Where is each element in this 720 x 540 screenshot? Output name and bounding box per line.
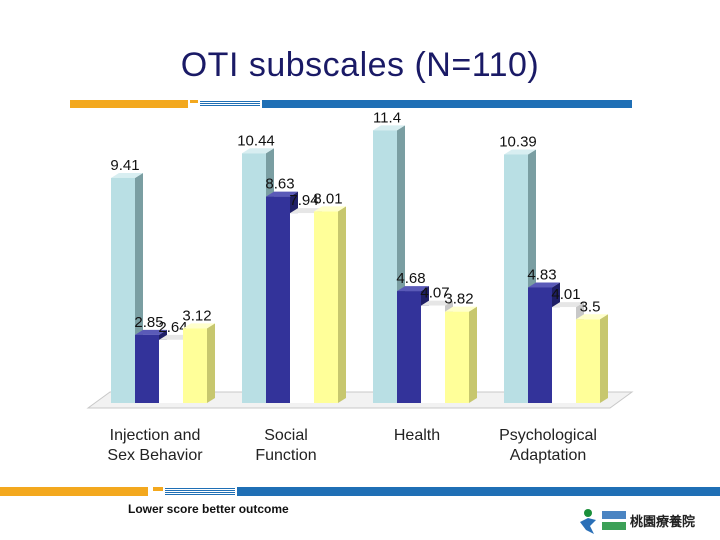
bar-2-3 — [445, 311, 469, 403]
bar-0-2 — [159, 339, 183, 403]
bottom-orange-dash — [153, 487, 163, 491]
category-label-3-1: Adaptation — [510, 447, 587, 464]
bar-side-0-3 — [207, 323, 215, 403]
slide-title: OTI subscales (N=110) — [180, 46, 540, 84]
data-label-2-3: 3.82 — [444, 291, 473, 308]
data-label-1-0: 10.44 — [237, 132, 275, 149]
bar-3-3 — [576, 319, 600, 403]
top-gradient-streaks — [200, 101, 260, 107]
hospital-logo — [580, 509, 626, 534]
category-label-0-0: Injection and — [110, 427, 201, 444]
bar-3-2 — [552, 307, 576, 403]
bar-3-1 — [528, 287, 552, 403]
bar-top-3-3 — [576, 314, 608, 320]
chart-floor — [86, 391, 634, 409]
data-label-2-2: 4.07 — [420, 285, 449, 302]
logo-figure-head-icon — [584, 509, 592, 517]
bar-0-0 — [111, 177, 135, 403]
top-orange-band — [70, 100, 188, 108]
data-label-3-1: 4.83 — [527, 266, 556, 283]
footnote: Lower score better outcome — [128, 502, 289, 516]
data-label-3-0: 10.39 — [499, 134, 537, 151]
data-label-3-3: 3.5 — [580, 298, 601, 315]
bar-top-1-3 — [314, 206, 346, 212]
data-label-1-3: 8.01 — [313, 190, 342, 207]
category-label-3-0: Psychological — [499, 427, 597, 444]
data-label-3-2: 4.01 — [551, 286, 580, 303]
bar-top-0-3 — [183, 323, 215, 329]
bar-0-3 — [183, 328, 207, 403]
bar-top-1-1 — [266, 191, 298, 197]
bar-top-1-0 — [242, 148, 274, 154]
category-label-1-1: Function — [255, 447, 316, 464]
bar-side-3-3 — [600, 314, 608, 403]
bar-1-1 — [266, 196, 290, 403]
bar-1-0 — [242, 153, 266, 403]
data-label-0-2: 2.64 — [158, 319, 187, 336]
data-label-2-0: 11.4 — [373, 109, 401, 126]
bar-top-2-1 — [397, 286, 429, 292]
category-label-0-1: Sex Behavior — [107, 447, 203, 464]
bar-1-3 — [314, 211, 338, 403]
bar-top-3-0 — [504, 149, 536, 155]
bar-2-0 — [373, 130, 397, 403]
bar-top-0-0 — [111, 172, 143, 178]
bar-side-1-3 — [338, 206, 346, 403]
logo-text: 桃園療養院 — [630, 515, 696, 530]
bar-top-2-2 — [421, 300, 453, 306]
category-label-2-0: Health — [394, 427, 440, 444]
bar-top-3-1 — [528, 282, 560, 288]
bar-3-0 — [504, 154, 528, 403]
category-label-1-0: Social — [264, 427, 308, 444]
bar-top-2-3 — [445, 306, 477, 312]
data-label-0-1: 2.85 — [134, 314, 163, 331]
bar-1-2 — [290, 213, 314, 403]
bottom-blue-band — [237, 487, 720, 496]
bar-2-1 — [397, 291, 421, 403]
bottom-gradient-streaks — [165, 488, 235, 495]
data-label-0-3: 3.12 — [182, 307, 211, 324]
top-blue-band — [262, 100, 632, 108]
bar-top-3-2 — [552, 302, 584, 308]
bottom-orange-band — [0, 487, 148, 496]
top-orange-dash — [190, 100, 198, 103]
bar-side-2-3 — [469, 306, 477, 403]
bar-top-2-0 — [373, 125, 405, 131]
bar-2-2 — [421, 305, 445, 403]
bar-0-1 — [135, 334, 159, 403]
data-label-0-0: 9.41 — [110, 157, 139, 174]
data-label-2-1: 4.68 — [396, 270, 425, 287]
logo-figure-body-icon — [580, 518, 596, 534]
bar-top-0-1 — [135, 329, 167, 335]
logo-dept-mark-2 — [602, 522, 626, 530]
data-label-1-2: 7.94 — [289, 192, 318, 209]
data-label-1-1: 8.63 — [265, 176, 294, 193]
logo-dept-mark-1 — [602, 511, 626, 519]
